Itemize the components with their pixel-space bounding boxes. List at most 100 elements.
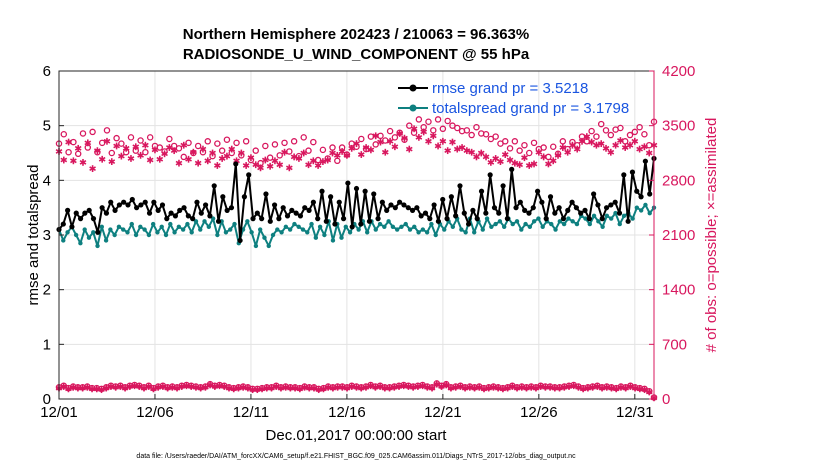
totalspread-point [566,216,571,221]
obs_assimilated-point [290,153,298,161]
obs_assimilated-point [137,151,144,159]
obs_assimilated-point [98,155,106,163]
obs_assimilated-point-stroke [477,150,485,156]
obs_small_assimilated-point-stroke [485,385,493,391]
rmse-point [466,221,472,227]
chart-title-line2: RADIOSONDE_U_WIND_COMPONENT @ 55 hPa [183,46,530,63]
obs_possible-point [588,127,595,135]
obs_small_assimilated-point-stroke [65,386,72,392]
obs_small_assimilated-point-stroke [79,385,86,391]
totalspread-point [309,221,314,227]
rmse-point [509,166,515,172]
obs_small_assimilated-point-stroke [556,385,563,391]
obs_small_assimilated-point-stroke [220,384,228,389]
obs_assimilated-point-stroke [511,160,519,166]
obs_assimilated-point-stroke [137,152,144,158]
rmse-point [616,210,623,216]
obs_assimilated-point [511,159,519,167]
totalspread-point [65,230,70,235]
obs_assimilated-point-stroke [641,144,648,150]
rmse-point [448,194,454,200]
obs_small_assimilated-point [310,384,318,392]
totalspread-point [330,238,336,243]
obs_assimilated-point-stroke [482,154,490,160]
y-right-tick-label: 2100 [662,227,695,244]
obs_assimilated-point [199,145,207,153]
obs_assimilated-point [645,149,653,157]
totalspread-point [150,221,156,227]
rmse-point [271,202,278,208]
obs_small_assimilated-point-stroke [584,385,592,391]
obs_small_assimilated-point-stroke [612,386,620,392]
obs_assimilated-point [530,160,538,168]
obs_assimilated-point [70,157,77,165]
obs_assimilated-point [300,149,308,157]
obs_assimilated-point [492,155,500,162]
obs_small_assimilated-point [220,383,228,390]
rmse-point [517,199,523,205]
obs_assimilated-point-stroke [530,161,538,167]
totalspread-point [553,227,558,232]
obs_small_assimilated-point-stroke [296,386,304,392]
rmse-point [384,207,390,213]
totalspread-point [433,232,438,238]
obs_small_assimilated-point-stroke [173,385,181,391]
obs_assimilated-point-stroke [209,150,216,156]
y-left-tick-label: 6 [43,63,51,80]
obs_small_assimilated-point-stroke [98,387,105,393]
obs_assimilated-point [626,141,634,149]
obs_assimilated-point-stroke [142,142,149,148]
rmse-point [379,199,385,205]
y-left-tick-label: 1 [43,336,51,353]
totalspread-point [245,219,250,224]
rmse-point [422,210,429,216]
obs_assimilated-point-stroke [357,152,365,157]
totalspread-point [373,227,378,232]
rmse-point [276,216,282,222]
rmse-point [129,196,135,203]
obs_small_assimilated-point-stroke [645,389,653,395]
obs_assimilated-point [122,144,130,152]
obs_small_assimilated-point-stroke [117,384,124,389]
obs_assimilated-point [425,137,432,145]
obs_assimilated-point [79,158,87,166]
rmse-point [65,207,71,213]
rmse-point [82,210,88,216]
obs_assimilated-point-stroke [444,148,452,154]
obs_assimilated-point-stroke [65,139,72,145]
obs_possible-point [252,147,259,154]
x-axis-label: Dec.01,2017 00:00:00 start [266,427,448,444]
obs_assimilated-point-stroke [549,158,557,164]
totalspread-point [86,235,92,240]
rmse-point [418,213,424,219]
obs_assimilated-point [631,137,639,145]
obs_assimilated-point [103,137,111,145]
rmse-point [586,216,592,222]
obs_assimilated-point-stroke [540,154,547,160]
obs_assimilated-point-stroke [492,156,500,161]
obs_assimilated-point-stroke [94,148,101,154]
ticks: 12/01 12/06 12/11 12/16 12/21 12/26 12/31 0 0 1 70… [40,63,695,421]
obs_small_assimilated-point [593,383,601,390]
obs_possible-point [597,120,605,128]
obs_small_assimilated-point-stroke [433,381,441,387]
series-layer [55,116,658,402]
obs_assimilated-point-stroke [535,149,543,155]
obs_assimilated-point-stroke [319,159,327,164]
y-right-tick-label: 3500 [662,118,695,135]
totalspread-point [527,224,533,229]
obs_assimilated-point [396,130,404,137]
obs_small_assimilated-point-stroke [83,384,91,390]
rmse-point [491,205,498,211]
obs_possible-point [454,124,461,132]
rmse-point [397,199,403,205]
obs_possible-point [492,133,499,140]
obs_assimilated-point-stroke [626,142,634,148]
obs_small_assimilated-point [343,384,351,392]
obs_small_assimilated-point [457,383,464,390]
rmse-point [629,169,636,175]
obs_possible-point [74,150,82,158]
rmse-point [306,207,312,213]
y-axis-left-label: rmse and totalspread [25,165,42,306]
